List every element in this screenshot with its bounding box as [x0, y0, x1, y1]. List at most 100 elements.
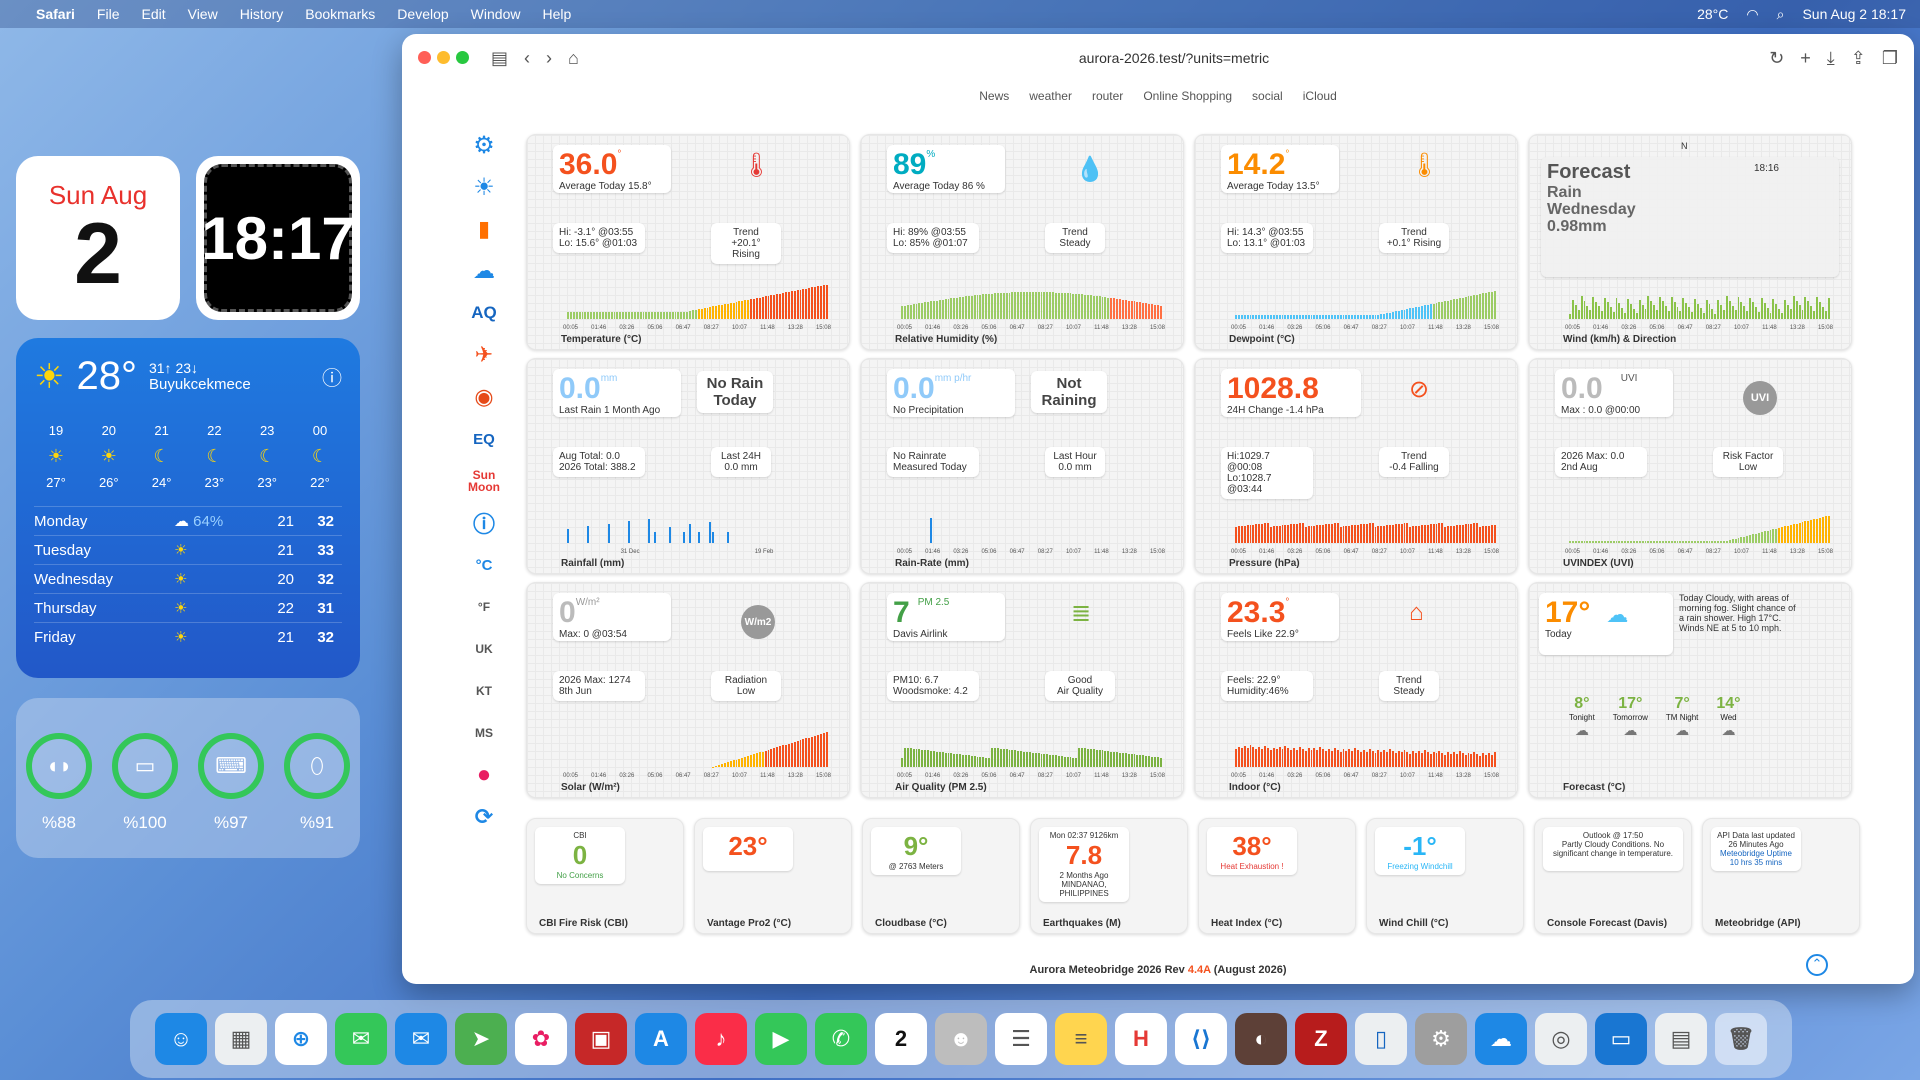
wind-card[interactable]: Forecast Rain Wednesday 0.98mm 18:16 N 0…: [1528, 134, 1852, 350]
menu-help[interactable]: Help: [542, 6, 572, 22]
nav-sunmoon[interactable]: Sun Moon: [468, 468, 500, 494]
weather-app-icon[interactable]: ☁: [1475, 1013, 1527, 1065]
gear-icon[interactable]: ⚙: [473, 131, 495, 159]
nav-aq[interactable]: AQ: [471, 303, 497, 322]
menu-window[interactable]: Window: [470, 6, 521, 22]
tabs-icon[interactable]: ❐: [1881, 47, 1898, 68]
sun-icon[interactable]: ☀: [473, 173, 495, 201]
nav-kt[interactable]: KT: [476, 684, 492, 698]
bookmark-social[interactable]: social: [1252, 89, 1283, 103]
small-card[interactable]: Outlook @ 17:50 Partly Cloudy Conditions.…: [1534, 818, 1692, 934]
vscode-icon[interactable]: ⟨⟩: [1175, 1013, 1227, 1065]
documents-stack-icon[interactable]: ▤: [1655, 1013, 1707, 1065]
refresh-icon[interactable]: ⟳: [474, 804, 494, 829]
small-card[interactable]: 38° Heat Exhaustion ! Heat Index (°C): [1198, 818, 1356, 934]
share-icon[interactable]: ⇪: [1850, 47, 1866, 68]
nav-uk[interactable]: UK: [475, 642, 493, 656]
cloud-icon[interactable]: ☁: [473, 258, 495, 283]
pressure-card[interactable]: 1028.8 24H Change -1.4 hPa ⊘ Hi:1029.7 @0…: [1194, 358, 1518, 574]
info-icon[interactable]: ⓘ: [472, 512, 495, 537]
simulator-icon[interactable]: ▯: [1355, 1013, 1407, 1065]
home-icon[interactable]: ⌂: [568, 47, 579, 68]
menu-view[interactable]: View: [187, 6, 218, 22]
info-icon[interactable]: ⓘ: [322, 368, 342, 390]
webcam-icon[interactable]: ◉: [474, 384, 494, 409]
trash-icon[interactable]: 🗑: [1715, 1013, 1767, 1065]
small-card[interactable]: CBI 0 No Concerns CBI Fire Risk (CBI): [526, 818, 684, 934]
bookmark-router[interactable]: router: [1091, 89, 1124, 103]
nav-eq[interactable]: EQ: [473, 430, 495, 448]
launchpad-icon[interactable]: ▦: [215, 1013, 267, 1065]
disk-utility-icon[interactable]: ◎: [1535, 1013, 1587, 1065]
battery-widget[interactable]: ◖◗ %88 ▭ %100 ⌨ %97 ⬯ %91: [16, 698, 360, 858]
finder-icon[interactable]: ☺: [155, 1013, 207, 1065]
address-bar[interactable]: aurora-2026.test/?units=metric: [1078, 50, 1270, 66]
weather-widget[interactable]: ☀ 28° 31↑ 23↓ Buyukcekmece ⓘ 19 ☀ 27° 20 ☀ 26°…: [16, 338, 360, 678]
forecast-card[interactable]: 17° ☁ Today Today Cloudy, with areas of mo…: [1528, 582, 1852, 798]
nav-fahrenheit[interactable]: °F: [477, 600, 491, 614]
bookmark-news[interactable]: News: [979, 89, 1010, 103]
bookmark-icloud[interactable]: iCloud: [1302, 89, 1337, 103]
window-controls[interactable]: [418, 48, 475, 69]
forward-icon[interactable]: ›: [546, 47, 553, 68]
nav-celsius[interactable]: °C: [475, 556, 493, 574]
uv-card[interactable]: 0.0 UVI Max : 0.0 @00:00 UVI 2026 Max: 0.0…: [1528, 358, 1852, 574]
aurora-logo[interactable]: ●: [476, 761, 492, 788]
music-icon[interactable]: ♪: [695, 1013, 747, 1065]
maps-icon[interactable]: ➤: [455, 1013, 507, 1065]
temperature-card[interactable]: 36.0° Average Today 15.8° 🌡 Hi: -3.1° @03…: [526, 134, 850, 350]
bookmark-weather[interactable]: weather: [1029, 89, 1072, 103]
mail-icon[interactable]: ✉: [395, 1013, 447, 1065]
appstore-icon[interactable]: A: [635, 1013, 687, 1065]
safari-icon[interactable]: ⊕: [275, 1013, 327, 1065]
wifi-icon[interactable]: ◠: [1746, 5, 1759, 22]
rainfall-card[interactable]: 0.0mm Last Rain 1 Month Ago No Rain Today…: [526, 358, 850, 574]
small-card[interactable]: Mon 02:37 9126km 7.8 2 Months Ago MINDANAO…: [1030, 818, 1188, 934]
menubar-datetime[interactable]: Sun Aug 2 18:17: [1802, 6, 1906, 22]
filezilla-icon[interactable]: Z: [1295, 1013, 1347, 1065]
reminders-icon[interactable]: ☰: [995, 1013, 1047, 1065]
solar-card[interactable]: 0W/m² Max: 0 @03:54 W/m2 2026 Max: 1274 8…: [526, 582, 850, 798]
airquality-card[interactable]: 7 PM 2.5 Davis Airlink ≣ PM10: 6.7 Woodsmo…: [860, 582, 1184, 798]
menu-history[interactable]: History: [239, 6, 284, 22]
sidebar-toggle-icon[interactable]: ▤: [491, 47, 509, 68]
calendar-widget[interactable]: Sun Aug 2: [16, 156, 180, 320]
photos-icon[interactable]: ✿: [515, 1013, 567, 1065]
menu-file[interactable]: File: [96, 6, 120, 22]
contacts-icon[interactable]: ☻: [935, 1013, 987, 1065]
notes-icon[interactable]: ≡: [1055, 1013, 1107, 1065]
chart-icon[interactable]: ▮: [477, 216, 491, 241]
reload-icon[interactable]: ↻: [1769, 47, 1785, 68]
clock-widget[interactable]: 18:17: [196, 156, 360, 320]
lamp-icon[interactable]: ◐: [1235, 1013, 1287, 1065]
downloads-folder-icon[interactable]: ▭: [1595, 1013, 1647, 1065]
search-icon[interactable]: ⌕: [1776, 5, 1785, 22]
humidity-card[interactable]: 89% Average Today 86 % 💧 Hi: 89% @03:55 L…: [860, 134, 1184, 350]
scroll-top-icon[interactable]: ⌃: [1806, 954, 1828, 976]
menu-app[interactable]: Safari: [36, 6, 75, 22]
back-icon[interactable]: ‹: [524, 47, 531, 68]
menubar-temp[interactable]: 28°C: [1697, 6, 1729, 22]
dewpoint-card[interactable]: 14.2° Average Today 13.5° 🌡 Hi: 14.3° @03…: [1194, 134, 1518, 350]
facetime-icon[interactable]: ▶: [755, 1013, 807, 1065]
parallels-icon[interactable]: ▣: [575, 1013, 627, 1065]
small-card[interactable]: API Data last updated 26 Minutes Ago Meteo…: [1702, 818, 1860, 934]
bookmark-shopping[interactable]: Online Shopping: [1143, 89, 1233, 103]
settings-icon[interactable]: ⚙: [1415, 1013, 1467, 1065]
rainrate-card[interactable]: 0.0mm p/hr No Precipitation Not Raining N…: [860, 358, 1184, 574]
plane-icon[interactable]: ✈: [474, 342, 494, 367]
indoor-card[interactable]: 23.3° Feels Like 22.9° ⌂ Feels: 22.9° Hum…: [1194, 582, 1518, 798]
calendar-app-icon[interactable]: 2: [875, 1013, 927, 1065]
menu-bookmarks[interactable]: Bookmarks: [305, 6, 376, 22]
new-tab-icon[interactable]: +: [1800, 47, 1811, 68]
nav-ms[interactable]: MS: [475, 726, 493, 740]
menu-develop[interactable]: Develop: [397, 6, 449, 22]
phone-icon[interactable]: ✆: [815, 1013, 867, 1065]
small-card[interactable]: 9° @ 2763 Meters Cloudbase (°C): [862, 818, 1020, 934]
download-icon[interactable]: ⤓: [1826, 47, 1835, 68]
hype-icon[interactable]: H: [1115, 1013, 1167, 1065]
small-card[interactable]: -1° Freezing Windchill Wind Chill (°C): [1366, 818, 1524, 934]
small-card[interactable]: 23° Vantage Pro2 (°C): [694, 818, 852, 934]
menu-edit[interactable]: Edit: [141, 6, 166, 22]
messages-icon[interactable]: ✉: [335, 1013, 387, 1065]
